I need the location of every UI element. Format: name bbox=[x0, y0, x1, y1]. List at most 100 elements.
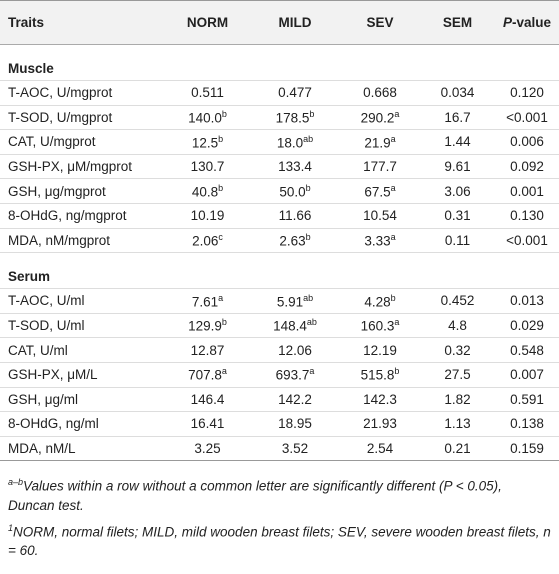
footnote-text: Values within a row without a common let… bbox=[8, 478, 502, 513]
superscript: b bbox=[218, 182, 224, 193]
cell-text: 148.4 bbox=[273, 318, 307, 334]
value-cell: 2.06c bbox=[165, 228, 250, 253]
cell-text: -value bbox=[511, 15, 552, 30]
cell-text: 515.8 bbox=[360, 367, 395, 383]
data-row: CAT, U/ml 12.87 12.06 12.19 0.32 0.548 bbox=[0, 338, 559, 363]
section-title: Muscle bbox=[8, 61, 54, 76]
cell-text: 693.7 bbox=[275, 367, 310, 383]
value-cell: 142.3 bbox=[363, 391, 397, 407]
superscript: ab bbox=[306, 317, 317, 328]
value-cell: 0.130 bbox=[510, 208, 544, 224]
cell-text: 18.0 bbox=[276, 135, 304, 151]
section-title: Serum bbox=[8, 269, 51, 285]
superscript: a bbox=[394, 109, 400, 120]
data-row: GSH-PX, μM/L 707.8a 693.7a 515.8b 27.5 0.007 bbox=[0, 362, 559, 388]
footnote-text: NORM, normal filets; MILD, mild wooden b… bbox=[8, 524, 551, 559]
superscript: a bbox=[309, 366, 315, 377]
value-cell: <0.001 bbox=[506, 109, 548, 125]
value-cell: 21.93 bbox=[363, 416, 397, 432]
cell-text: 67.5 bbox=[364, 184, 391, 200]
value-cell: 0.159 bbox=[510, 441, 544, 457]
cell-text: 50.0 bbox=[279, 184, 306, 200]
superscript: b bbox=[305, 232, 311, 243]
value-cell: 0.511 bbox=[191, 85, 224, 101]
data-row: T-AOC, U/ml 7.61a 5.91ab 4.28b 0.452 0.013 bbox=[0, 289, 559, 314]
footnotes: a–bValues within a row without a common … bbox=[0, 461, 559, 560]
cell-text: 140.0 bbox=[188, 110, 222, 126]
trait-cell: GSH, μg/ml bbox=[8, 391, 79, 407]
value-cell: 0.452 bbox=[440, 293, 475, 309]
value-cell: <0.001 bbox=[506, 232, 548, 248]
value-cell: 0.31 bbox=[444, 208, 471, 224]
superscript: a bbox=[394, 317, 400, 328]
data-table: Traits NORM MILD SEV SEM P-value Muscle T-AOC,… bbox=[0, 0, 559, 461]
trait-cell: GSH, μg/mgprot bbox=[8, 183, 106, 199]
header-cell: NORM bbox=[186, 15, 229, 30]
superscript: b bbox=[221, 109, 227, 120]
value-cell: 12.19 bbox=[363, 342, 397, 358]
cell-text: 129.9 bbox=[188, 318, 222, 334]
superscript: b bbox=[309, 109, 315, 120]
trait-cell: MDA, nM/mgprot bbox=[8, 232, 111, 248]
value-cell: 707.8a bbox=[165, 362, 250, 387]
trait-cell: GSH-PX, μM/mgprot bbox=[8, 159, 133, 175]
data-row: GSH, μg/ml 146.4 142.2 142.3 1.82 0.591 bbox=[0, 387, 559, 412]
value-cell: 148.4ab bbox=[250, 313, 340, 338]
header-row: Traits NORM MILD SEV SEM P-value bbox=[0, 0, 559, 45]
value-cell: 9.61 bbox=[444, 159, 471, 175]
data-row: CAT, U/mgprot 12.5b 18.0ab 21.9a 1.44 0.006 bbox=[0, 130, 559, 155]
value-cell: 160.3a bbox=[340, 313, 420, 338]
value-cell: 178.5b bbox=[250, 105, 340, 130]
italic-text: P bbox=[502, 15, 512, 30]
value-cell: 0.548 bbox=[510, 342, 544, 358]
value-cell: 3.25 bbox=[194, 441, 221, 457]
value-cell: 1.44 bbox=[444, 134, 471, 150]
trait-cell: GSH-PX, μM/L bbox=[8, 367, 98, 383]
header-cell: SEV bbox=[366, 15, 394, 30]
value-cell: 0.029 bbox=[510, 318, 544, 334]
value-cell: 18.0ab bbox=[250, 130, 340, 155]
value-cell: 10.54 bbox=[363, 208, 397, 224]
cell-text: 2.63 bbox=[279, 233, 306, 249]
value-cell: 12.06 bbox=[278, 342, 312, 358]
data-row: T-SOD, U/mgprot 140.0b 178.5b 290.2a 16.7 <0.… bbox=[0, 105, 559, 130]
value-cell: 146.4 bbox=[190, 391, 225, 407]
value-cell: 177.7 bbox=[363, 159, 397, 175]
value-cell: 3.33a bbox=[340, 228, 420, 253]
value-cell: 27.5 bbox=[444, 367, 471, 383]
value-cell: 0.034 bbox=[440, 85, 475, 101]
value-cell: 0.32 bbox=[444, 342, 471, 358]
value-cell: 0.001 bbox=[510, 183, 544, 199]
cell-text: 290.2 bbox=[360, 110, 395, 126]
trait-cell: 8-OHdG, ng/mgprot bbox=[8, 208, 127, 224]
value-cell: 290.2a bbox=[340, 105, 420, 130]
trait-cell: T-AOC, U/mgprot bbox=[8, 85, 113, 101]
superscript: c bbox=[218, 232, 223, 243]
value-cell: 0.007 bbox=[510, 367, 544, 383]
cell-text: 160.3 bbox=[360, 318, 395, 334]
value-cell: 142.2 bbox=[278, 391, 312, 407]
superscript: b bbox=[390, 292, 396, 303]
trait-cell: CAT, U/mgprot bbox=[8, 134, 96, 150]
value-cell: 16.41 bbox=[190, 416, 225, 432]
header-cell: Traits bbox=[8, 15, 45, 30]
value-cell: 3.52 bbox=[281, 441, 309, 457]
cell-text: 7.61 bbox=[191, 294, 219, 310]
value-cell: 67.5a bbox=[340, 179, 420, 204]
value-cell: 130.7 bbox=[190, 159, 225, 175]
value-cell: 0.013 bbox=[510, 293, 544, 309]
trait-cell: MDA, nM/L bbox=[8, 441, 76, 457]
value-cell: 693.7a bbox=[250, 362, 340, 387]
cell-text: 4.28 bbox=[364, 294, 391, 310]
superscript: a bbox=[390, 133, 396, 144]
value-cell: 50.0b bbox=[250, 179, 340, 204]
cell-text: 3.33 bbox=[364, 233, 391, 249]
value-cell: 4.8 bbox=[448, 318, 467, 334]
value-cell: 0.21 bbox=[444, 441, 471, 457]
value-cell: 18.95 bbox=[278, 416, 312, 432]
trait-cell: T-SOD, U/mgprot bbox=[8, 109, 113, 125]
superscript: b bbox=[218, 133, 224, 144]
value-cell: 133.4 bbox=[278, 159, 312, 175]
trait-cell: T-SOD, U/ml bbox=[8, 318, 85, 334]
